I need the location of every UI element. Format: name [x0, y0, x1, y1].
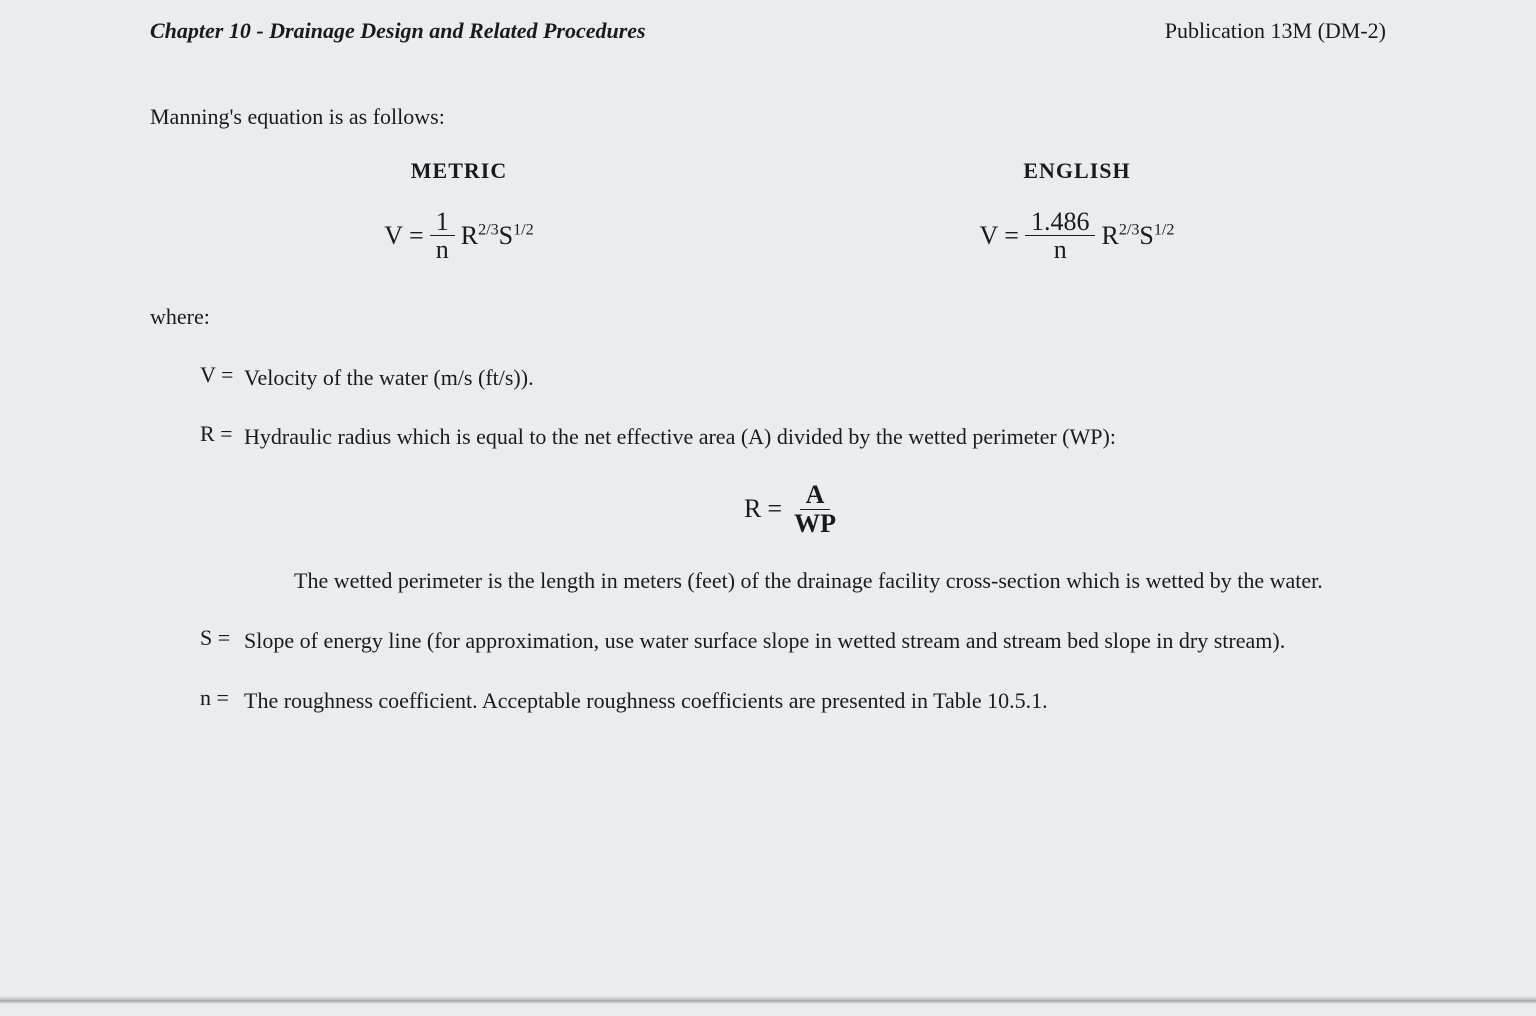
- symbol-V: V =: [200, 362, 244, 388]
- metric-S: S: [499, 221, 513, 250]
- english-lhs: V: [980, 221, 999, 251]
- symbol-S: S =: [200, 625, 244, 651]
- metric-heading: METRIC: [181, 158, 737, 184]
- english-R-term: R2/3S1/2: [1101, 221, 1174, 251]
- R-formula-block: R = A WP: [200, 481, 1386, 537]
- equals-sign: =: [409, 221, 424, 251]
- definition-V-text: Velocity of the water (m/s (ft/s)).: [244, 362, 1386, 394]
- R-formula-num: A: [800, 481, 831, 509]
- publication-label: Publication 13M (DM-2): [1165, 18, 1386, 44]
- equation-columns: METRIC V = 1 n R2/3S1/2 ENGLISH V = 1.48…: [150, 158, 1386, 264]
- definition-R-text: Hydraulic radius which is equal to the n…: [244, 421, 1386, 453]
- where-label: where:: [150, 304, 1386, 330]
- wetted-perimeter-note: The wetted perimeter is the length in me…: [294, 565, 1386, 597]
- metric-frac-num: 1: [430, 208, 455, 236]
- english-heading: ENGLISH: [799, 158, 1355, 184]
- english-formula: V = 1.486 n R2/3S1/2: [980, 208, 1175, 264]
- symbol-n: n =: [200, 685, 244, 711]
- metric-lhs: V: [384, 221, 403, 251]
- english-fraction: 1.486 n: [1025, 208, 1096, 264]
- definition-V: V = Velocity of the water (m/s (ft/s)).: [200, 362, 1386, 394]
- equals-sign: =: [767, 494, 782, 524]
- english-column: ENGLISH V = 1.486 n R2/3S1/2: [799, 158, 1355, 264]
- equals-sign: =: [1004, 221, 1019, 251]
- definition-list: V = Velocity of the water (m/s (ft/s)). …: [150, 362, 1386, 717]
- metric-frac-den: n: [430, 236, 455, 263]
- definition-S-text: Slope of energy line (for approximation,…: [244, 625, 1386, 657]
- R-formula: R = A WP: [744, 481, 842, 537]
- definition-S: S = Slope of energy line (for approximat…: [200, 625, 1386, 657]
- definition-R: R = Hydraulic radius which is equal to t…: [200, 421, 1386, 453]
- metric-S-exp: 1/2: [513, 221, 534, 238]
- R-formula-fraction: A WP: [788, 481, 842, 537]
- metric-R-term: R2/3S1/2: [461, 221, 534, 251]
- symbol-R: R =: [200, 421, 244, 447]
- english-S: S: [1139, 221, 1153, 250]
- chapter-title: Chapter 10 - Drainage Design and Related…: [150, 18, 646, 44]
- intro-text: Manning's equation is as follows:: [150, 104, 1386, 130]
- R-formula-lhs: R: [744, 494, 761, 524]
- definition-n-text: The roughness coefficient. Acceptable ro…: [244, 685, 1386, 717]
- scan-artifact-edge: [0, 996, 1536, 1004]
- metric-fraction: 1 n: [430, 208, 455, 264]
- english-R-exp: 2/3: [1119, 221, 1140, 238]
- metric-column: METRIC V = 1 n R2/3S1/2: [181, 158, 737, 264]
- english-R: R: [1101, 221, 1118, 250]
- english-frac-den: n: [1048, 236, 1073, 263]
- document-page: Chapter 10 - Drainage Design and Related…: [0, 0, 1536, 1016]
- metric-R: R: [461, 221, 478, 250]
- R-formula-den: WP: [788, 510, 842, 537]
- english-S-exp: 1/2: [1154, 221, 1175, 238]
- metric-formula: V = 1 n R2/3S1/2: [384, 208, 533, 264]
- page-header: Chapter 10 - Drainage Design and Related…: [150, 18, 1386, 44]
- english-frac-num: 1.486: [1025, 208, 1096, 236]
- definition-n: n = The roughness coefficient. Acceptabl…: [200, 685, 1386, 717]
- metric-R-exp: 2/3: [478, 221, 499, 238]
